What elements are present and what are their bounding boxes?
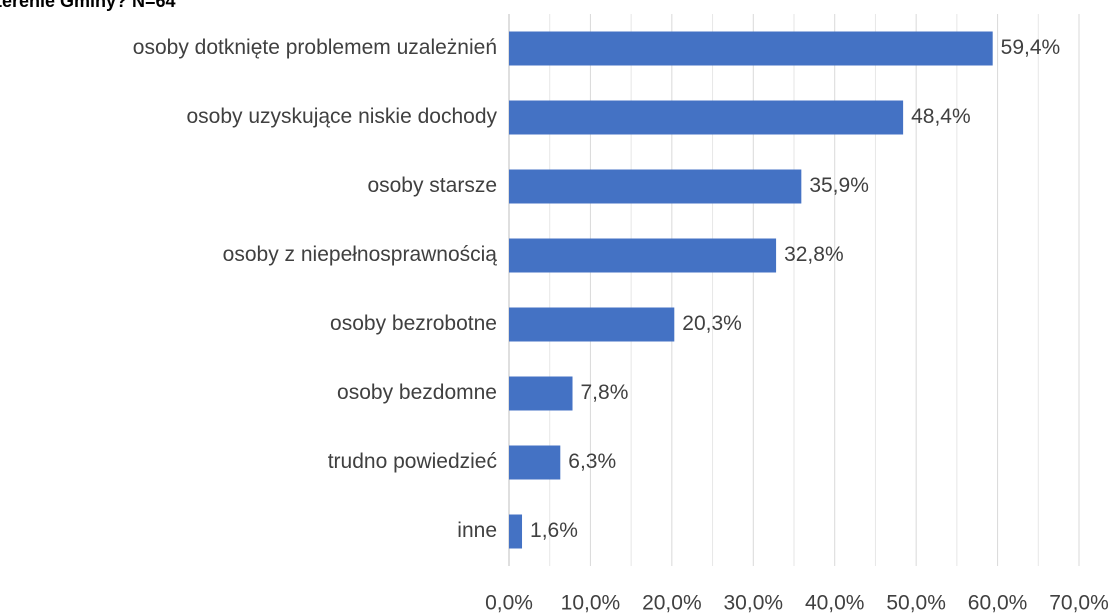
y-tick-label: osoby bezrobotne xyxy=(330,312,497,335)
bar xyxy=(509,376,573,411)
y-tick-label: osoby bezdomne xyxy=(337,381,497,404)
bar xyxy=(509,445,561,480)
value-label: 35,9% xyxy=(809,174,869,197)
y-tick-label: osoby dotknięte problemem uzależnień xyxy=(133,36,497,59)
x-tick-label: 30,0% xyxy=(724,592,784,615)
value-label: 6,3% xyxy=(568,450,616,473)
y-tick-label: osoby z niepełnosprawnością xyxy=(223,243,498,266)
chart-title: terenie Gminy? N=64 xyxy=(0,0,176,11)
bar xyxy=(509,514,523,549)
x-tick-label: 70,0% xyxy=(1049,592,1109,615)
x-tick-label: 20,0% xyxy=(642,592,702,615)
x-tick-label: 10,0% xyxy=(561,592,621,615)
x-tick-label: 0,0% xyxy=(485,592,533,615)
y-tick-label: osoby uzyskujące niskie dochody xyxy=(186,105,497,128)
value-label: 32,8% xyxy=(784,243,844,266)
bar xyxy=(509,307,675,342)
bar xyxy=(509,31,993,66)
y-tick-label: osoby starsze xyxy=(367,174,497,197)
x-tick-label: 60,0% xyxy=(968,592,1028,615)
value-label: 48,4% xyxy=(911,105,971,128)
x-tick-label: 50,0% xyxy=(886,592,946,615)
y-tick-label: trudno powiedzieć xyxy=(328,450,497,473)
value-label: 1,6% xyxy=(530,519,578,542)
value-label: 7,8% xyxy=(581,381,629,404)
value-label: 59,4% xyxy=(1001,36,1061,59)
y-tick-label: inne xyxy=(457,519,497,542)
bar xyxy=(509,100,904,135)
x-tick-label: 40,0% xyxy=(805,592,865,615)
bar xyxy=(509,238,777,273)
bar xyxy=(509,169,802,204)
value-label: 20,3% xyxy=(682,312,742,335)
